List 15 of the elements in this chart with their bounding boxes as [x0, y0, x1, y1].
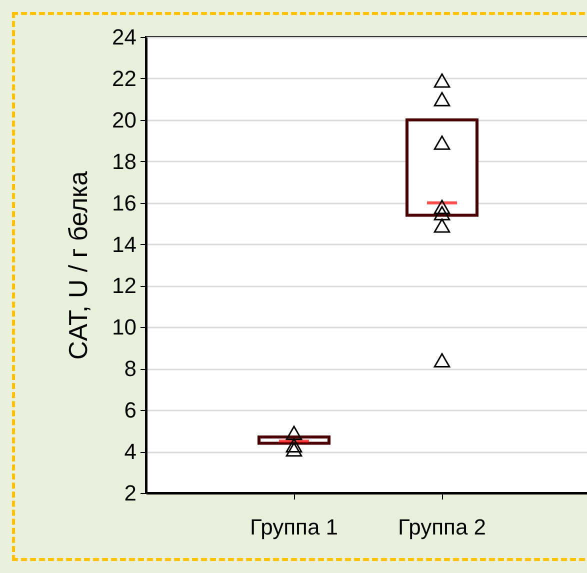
- y-axis-title: CAT, U / г белка: [63, 170, 94, 360]
- y-tick-label: 2: [124, 480, 136, 506]
- x-tick-label: Группа 2: [398, 514, 486, 540]
- y-tick-label: 6: [124, 398, 136, 423]
- y-tick-label: 8: [124, 356, 136, 382]
- y-tick-label: 14: [112, 232, 136, 257]
- y-tick-label: 24: [112, 24, 136, 50]
- y-tick-label: 12: [112, 273, 136, 298]
- y-tick-label: 22: [112, 66, 136, 91]
- y-tick-label: 10: [112, 314, 136, 340]
- x-tick-label: Группа 1: [250, 514, 338, 540]
- y-tick-label: 20: [112, 107, 136, 132]
- y-tick-label: 4: [124, 439, 136, 464]
- y-tick-label: 18: [112, 148, 136, 174]
- y-tick-label: 16: [112, 190, 136, 216]
